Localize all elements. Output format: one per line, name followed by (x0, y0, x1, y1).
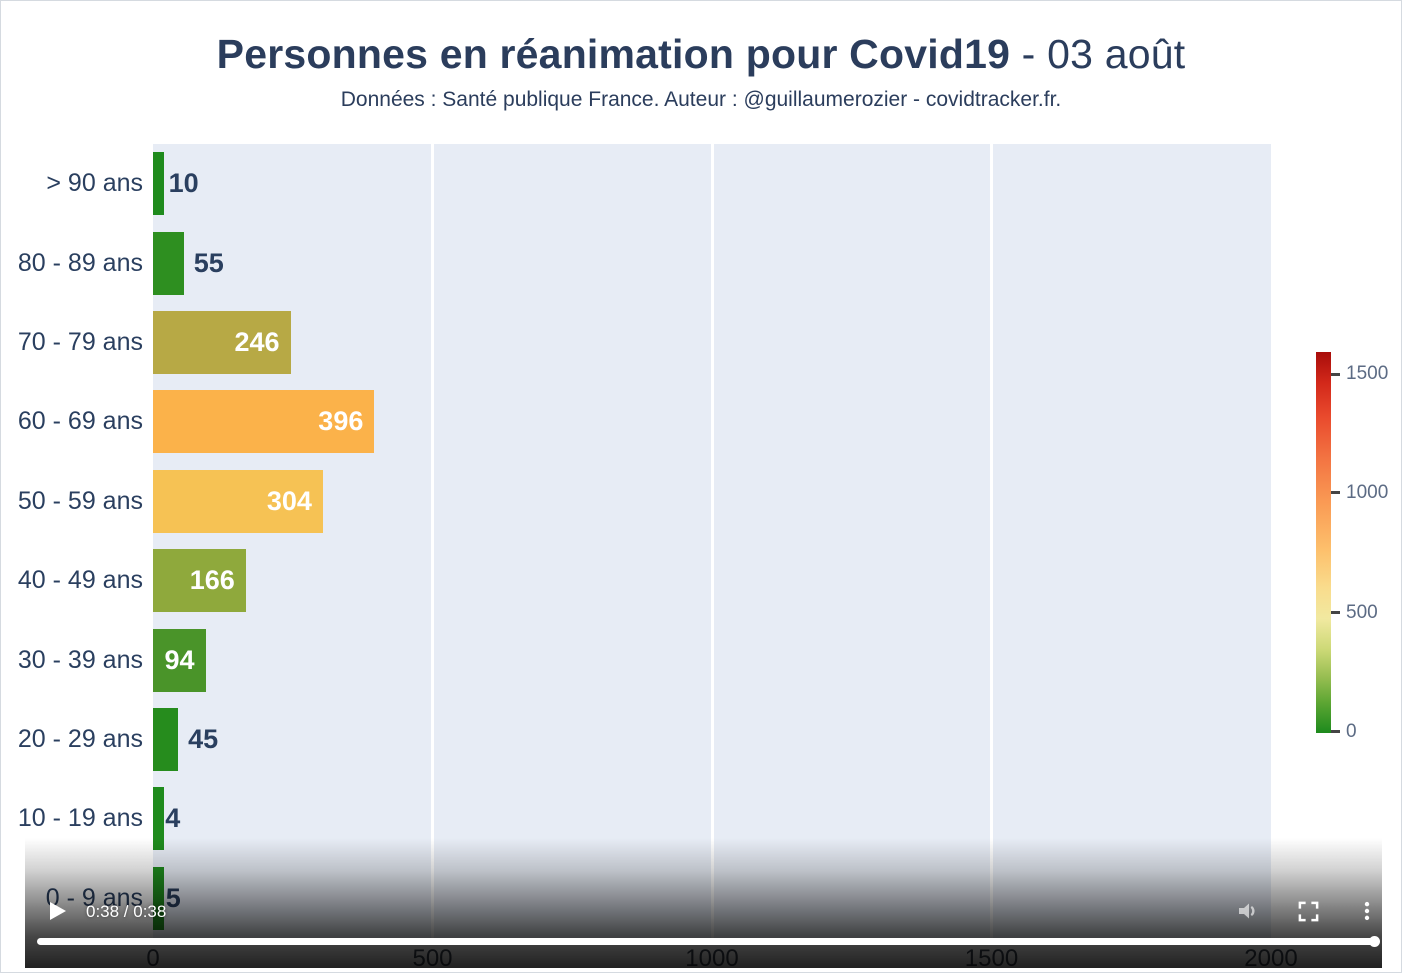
value-label: 45 (188, 724, 219, 754)
bar->90ans (153, 152, 164, 216)
category-label: > 90 ans (46, 169, 143, 198)
value-label: 94 (164, 644, 195, 675)
chart-title-main: Personnes en réanimation pour Covid19 (216, 31, 1011, 77)
chart-subtitle: Données : Santé publique France. Auteur … (340, 88, 1062, 111)
x-axis-tick-label: 1500 (964, 945, 1019, 972)
value-label: 5 (165, 882, 181, 913)
category-label: 20 - 29 ans (17, 724, 143, 753)
value-label: 10 (168, 168, 199, 199)
category-label: 70 - 79 ans (17, 327, 143, 356)
bar-40-49ans: 166 (153, 549, 246, 613)
colorbar-tick (1331, 730, 1340, 734)
gridline-x-500 (431, 144, 434, 938)
x-axis-tick-label: 500 (412, 945, 453, 972)
category-label: 60 - 69 ans (17, 407, 143, 436)
bar-30-39ans: 94 (153, 628, 206, 692)
progress-bar[interactable] (37, 936, 1380, 947)
gridline-x-1000 (710, 144, 714, 938)
gridline-x-1500 (990, 144, 993, 938)
colorbar-tick (1331, 372, 1340, 376)
corner-brackets-icon (1298, 901, 1318, 921)
x-axis-tick-label: 0 (146, 945, 160, 972)
category-label: 10 - 19 ans (17, 804, 143, 833)
value-label: 166 (189, 565, 235, 596)
category-label: 40 - 49 ans (17, 566, 143, 595)
value-label: 55 (193, 247, 224, 278)
category-label: 50 - 59 ans (17, 486, 143, 515)
time-display: 0:38 / 0:38 (86, 902, 167, 921)
category-label: 80 - 89 ans (17, 248, 143, 277)
colorbar-tick (1331, 611, 1340, 615)
fullscreen-icon[interactable] (1295, 898, 1321, 924)
colorbar-tick-label: 0 (1346, 720, 1357, 742)
color-scale-legend (1316, 352, 1331, 733)
speaker-icon (1239, 903, 1255, 919)
play-button[interactable] (50, 902, 66, 920)
colorbar-tick-label: 500 (1346, 601, 1378, 623)
volume-icon[interactable] (1235, 898, 1261, 924)
chart-title: Personnes en réanimation pour Covid19 - … (1, 31, 1401, 78)
bar-50-59ans: 304 (153, 469, 323, 533)
colorbar-tick (1331, 491, 1340, 495)
bar-70-79ans: 246 (153, 311, 291, 374)
plot-area (153, 144, 1271, 938)
value-label: 396 (318, 406, 364, 437)
category-label: 30 - 39 ans (17, 645, 143, 674)
x-axis-tick-label: 1000 (685, 945, 739, 972)
more-options-icon[interactable] (1354, 898, 1380, 924)
playhead[interactable] (1369, 936, 1380, 947)
vertical-dots-icon (1364, 901, 1370, 921)
colorbar-tick-label: 1500 (1346, 363, 1389, 385)
bar-60-69ans: 396 (153, 390, 375, 454)
x-axis-tick-label: 2000 (1244, 945, 1298, 972)
value-label: 246 (234, 327, 280, 357)
chart-title-date: - 03 août (1010, 31, 1186, 77)
bar-80-89ans (153, 231, 184, 295)
value-label: 304 (266, 485, 312, 516)
bar-20-29ans (153, 708, 179, 771)
bar-10-19ans (153, 787, 164, 851)
category-label: 0 - 9 ans (45, 883, 143, 912)
colorbar-tick-label: 1000 (1346, 481, 1389, 503)
value-label: 4 (165, 803, 181, 834)
